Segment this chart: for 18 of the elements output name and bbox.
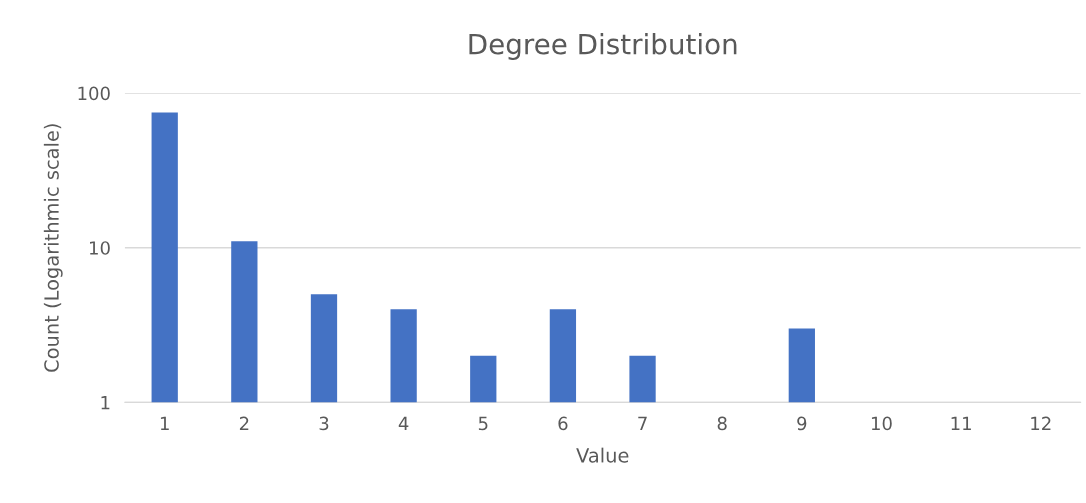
y-axis-title: Count (Logarithmic scale): [43, 124, 63, 372]
x-tick-label: 7: [638, 416, 647, 431]
x-tick-label: 1: [160, 416, 169, 431]
x-tick-label: 9: [797, 416, 807, 431]
x-tick-label: 8: [717, 416, 727, 431]
x-tick-label: 2: [239, 416, 249, 431]
x-tick-label: 3: [319, 416, 329, 431]
x-tick-label: 4: [398, 416, 409, 431]
x-tick-label: 6: [558, 416, 568, 431]
x-tick-label: 12: [1031, 416, 1051, 431]
y-tick-label: 100: [78, 86, 110, 101]
y-tick-label: 1: [101, 396, 110, 410]
x-tick-label: 11: [951, 416, 971, 431]
chart-title: Degree Distribution: [469, 33, 737, 60]
y-tick-label: 10: [90, 241, 110, 255]
x-axis-title: Value: [576, 447, 629, 463]
x-tick-label: 10: [871, 416, 892, 431]
x-tick-label: 5: [478, 416, 488, 431]
